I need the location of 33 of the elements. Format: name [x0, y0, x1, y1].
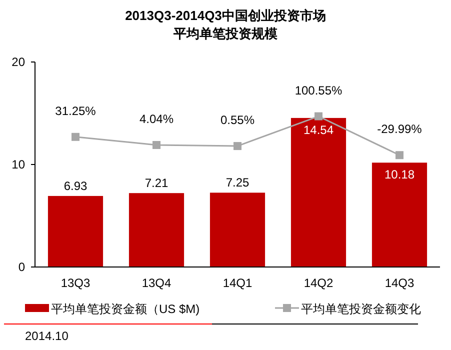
point [314, 112, 322, 120]
x-tick-label: 13Q3 [60, 276, 90, 290]
point [234, 142, 242, 150]
bar [372, 162, 428, 267]
point [72, 132, 80, 141]
y-tick-label: 0 [18, 260, 26, 274]
bar [290, 118, 346, 267]
data-label: 100.55% [294, 83, 343, 98]
data-label: 7.25 [226, 176, 250, 190]
text: 2014.10 [25, 329, 69, 343]
y-tick-label: 20 [12, 55, 26, 69]
bar [128, 193, 184, 267]
y-tick-label: 10 [12, 158, 26, 172]
point [396, 151, 404, 160]
point [152, 141, 160, 149]
data-label: 10.18 [384, 168, 415, 182]
bar [48, 196, 104, 267]
data-label: 4.04% [139, 112, 174, 126]
bar [210, 192, 266, 267]
x-tick-label: 14Q3 [384, 276, 414, 290]
data-label: 6.93 [64, 178, 88, 193]
x-tick-label: 13Q4 [142, 276, 172, 290]
data-label: 0.55% [220, 113, 255, 128]
chart-subtitle: 平均单笔投资规模 [172, 26, 278, 41]
legend-label: 平均单笔投资金额变化 [301, 302, 421, 316]
x-tick-label: 14Q1 [222, 276, 252, 290]
data-label: 31.25% [55, 104, 96, 118]
x-tick-label: 14Q2 [304, 276, 334, 290]
legend-label: 平均单笔投资金额（US $M) [51, 302, 200, 316]
data-label: 7.21 [144, 176, 168, 190]
data-label: -29.99% [377, 122, 422, 136]
data-label: 14.54 [303, 122, 334, 137]
chart-title: 2013Q3-2014Q3中国创业投资市场 [125, 8, 326, 23]
